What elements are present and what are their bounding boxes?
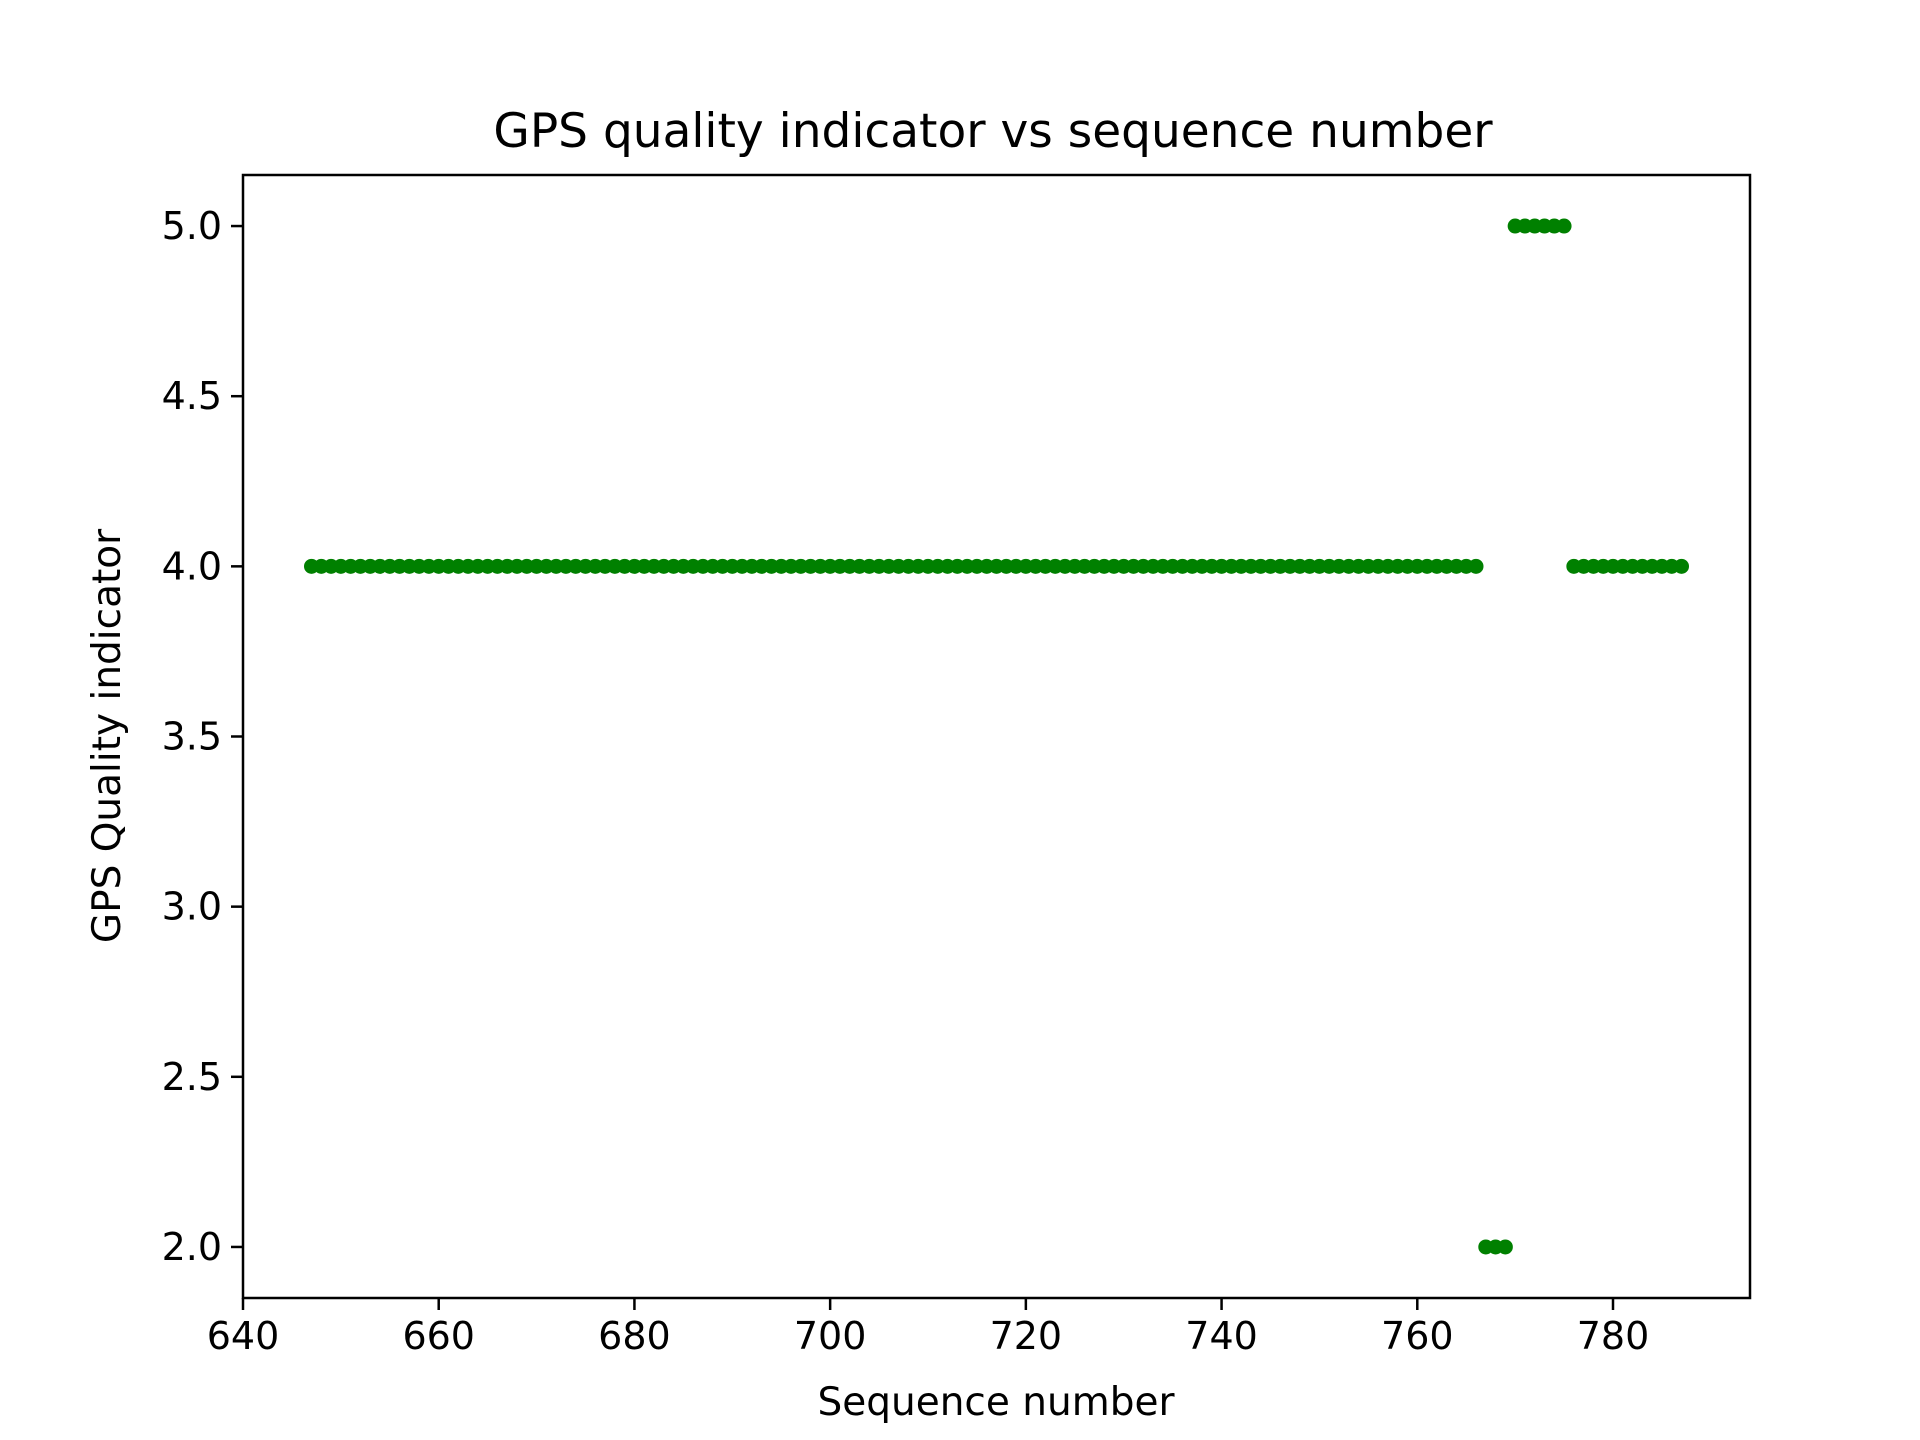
x-tick-label: 660 <box>402 1314 475 1358</box>
data-point <box>1497 1239 1513 1255</box>
y-tick-label: 4.0 <box>162 544 222 588</box>
data-point <box>1556 218 1572 234</box>
x-tick-label: 740 <box>1185 1314 1258 1358</box>
x-tick-label: 700 <box>794 1314 867 1358</box>
x-tick-label: 780 <box>1577 1314 1650 1358</box>
x-tick-label: 760 <box>1381 1314 1454 1358</box>
data-point <box>1468 558 1484 574</box>
x-tick-label: 680 <box>598 1314 671 1358</box>
plot-frame <box>241 173 1752 1300</box>
y-tick-label: 3.0 <box>162 885 222 929</box>
x-tick-label: 720 <box>990 1314 1063 1358</box>
chart-title: GPS quality indicator vs sequence number <box>493 104 1493 159</box>
y-tick-label: 2.5 <box>162 1055 222 1099</box>
x-axis: 640 660 680 700 720 740 760 780 <box>207 1298 1650 1358</box>
x-tick-label: 640 <box>207 1314 280 1358</box>
y-axis-label: GPS Quality indicator <box>85 528 130 943</box>
y-tick-label: 3.5 <box>162 715 222 759</box>
x-axis-label: Sequence number <box>818 1380 1176 1425</box>
y-axis: 2.0 2.5 3.0 3.5 4.0 4.5 5.0 <box>162 204 243 1269</box>
y-tick-label: 2.0 <box>162 1225 222 1269</box>
data-point <box>1674 558 1689 574</box>
y-tick-label: 5.0 <box>162 204 222 248</box>
data-points <box>304 218 1689 1255</box>
y-tick-label: 4.5 <box>162 374 222 418</box>
